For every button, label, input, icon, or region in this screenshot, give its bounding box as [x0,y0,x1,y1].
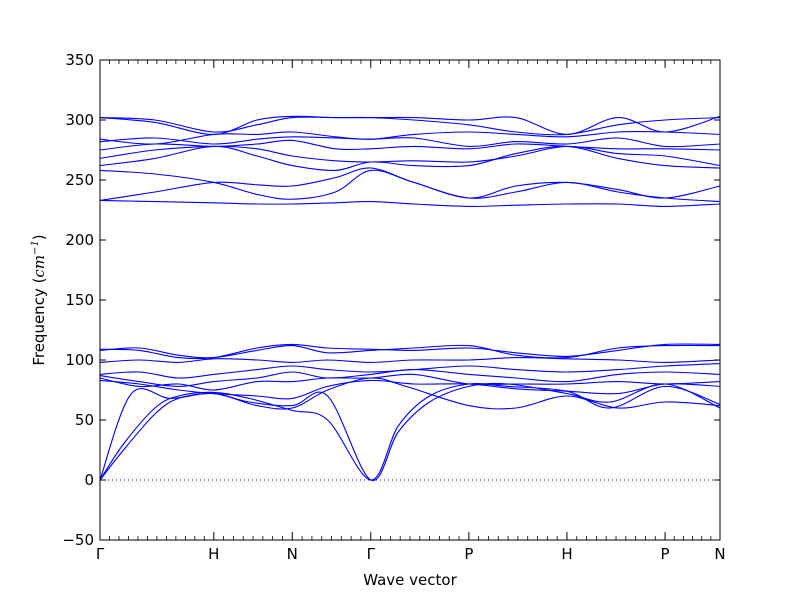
dispersion-branch-7 [99,363,721,379]
dispersion-branch-4 [99,379,721,400]
x-tick-label: P [661,545,670,563]
y-axis-label-suffix: ) [30,234,48,240]
x-axis-label: Wave vector [363,571,457,589]
plot-area [99,115,721,481]
y-axis-ticks: −50 0 50 100 150 200 250 300 350 [62,51,720,549]
y-axis-label-exponent: −1 [30,240,41,255]
y-axis-label-unit: cm [30,255,48,278]
dispersion-branch-11 [99,199,721,207]
dispersion-branch-9 [99,344,721,359]
dispersion-branch-20 [99,115,721,135]
plot-frame [99,59,721,541]
x-tick-label: Γ [96,545,105,563]
y-tick-label: 350 [65,51,94,69]
y-tick-label: 250 [65,171,94,189]
y-axis-label-prefix: Frequency ( [30,278,48,366]
y-tick-label: 300 [65,111,94,129]
dispersion-branch-19 [99,116,721,136]
x-tick-label: Γ [367,545,376,563]
y-tick-label: 150 [65,291,94,309]
x-tick-label: P [464,545,473,563]
x-tick-label: N [287,545,298,563]
dispersion-branch-12 [99,167,721,203]
y-tick-label: 200 [65,231,94,249]
x-tick-label: N [714,545,725,563]
y-tick-label: 50 [75,411,94,429]
y-tick-label: 100 [65,351,94,369]
dispersion-branch-1 [99,382,721,481]
dispersion-branch-14 [99,145,721,172]
dispersion-branch-13 [99,169,721,200]
dispersion-branch-10 [99,343,721,360]
y-tick-label: −50 [62,531,94,549]
y-axis-label: Frequency (cm−1) [30,234,48,365]
dispersion-branch-2 [99,382,721,481]
y-tick-label: 0 [84,471,94,489]
dispersion-branch-16 [99,139,721,151]
dispersion-branch-6 [99,369,721,387]
dispersion-branch-8 [99,357,721,363]
x-tick-label: H [208,545,219,563]
x-tick-label: H [561,545,572,563]
dispersion-branch-17 [99,136,721,148]
